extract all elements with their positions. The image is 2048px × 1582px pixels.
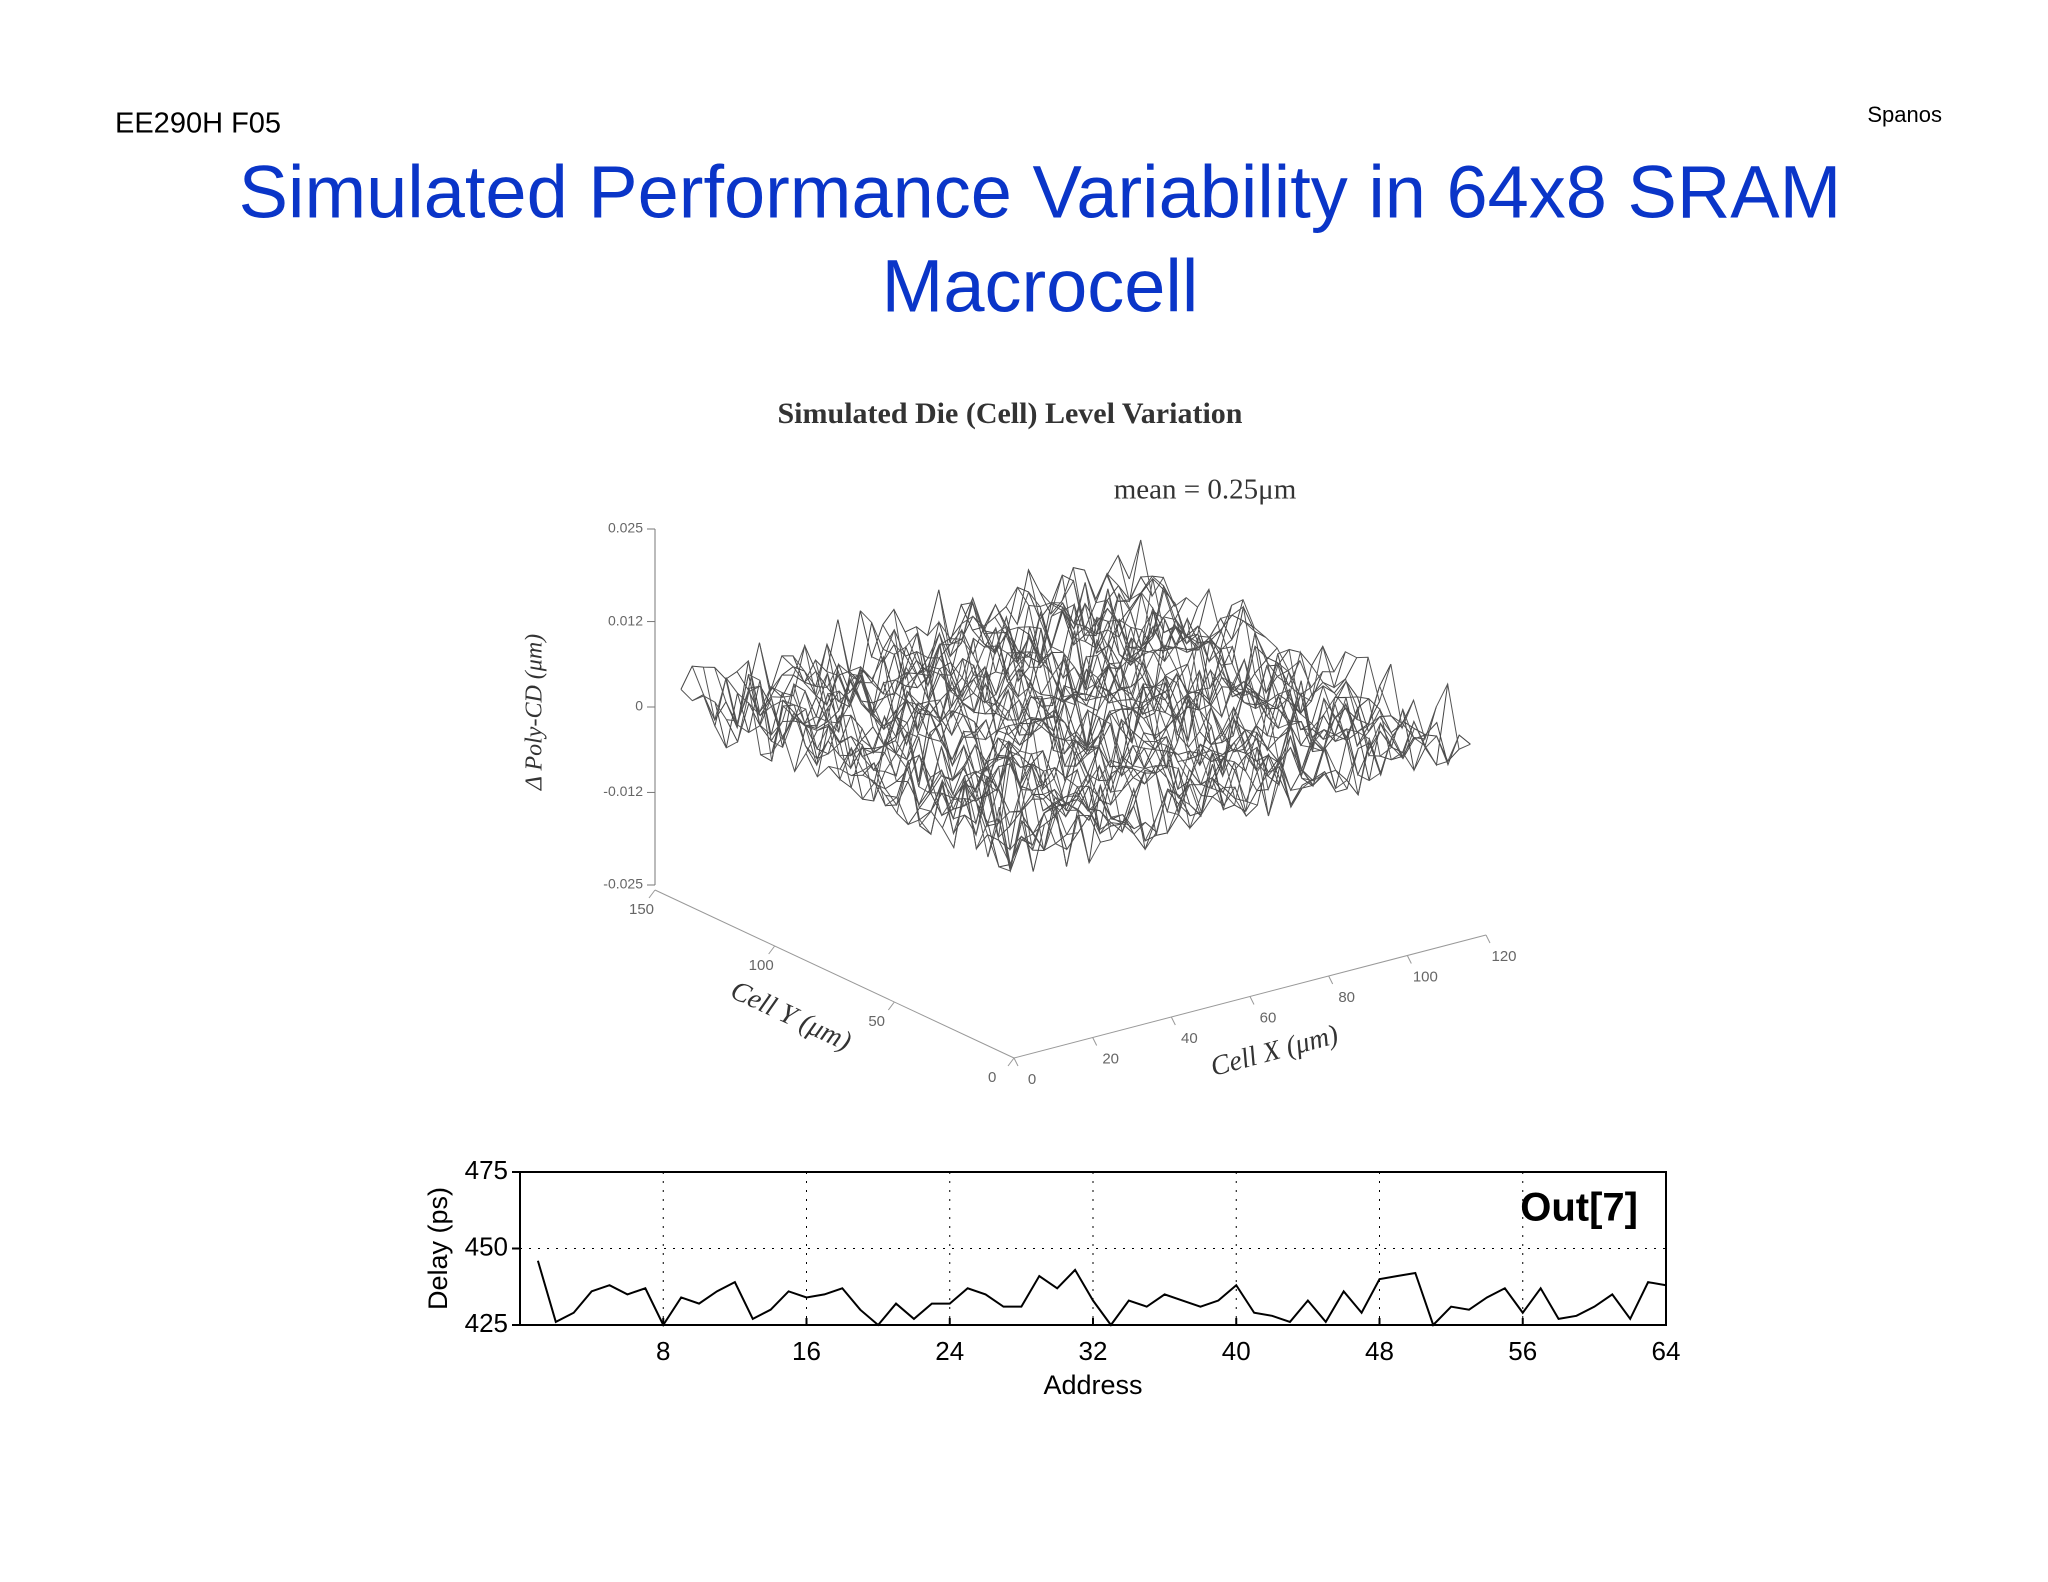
y-tick-label: 475 [465, 1155, 508, 1185]
surface-plot [680, 539, 1471, 873]
z-axis-label: Δ Poly-CD (μm) [522, 634, 548, 791]
mesh-line [758, 642, 1101, 865]
slide-title: Macrocell [882, 245, 1199, 328]
mesh-line [1128, 539, 1471, 750]
x-tick-label: 80 [1338, 989, 1355, 1006]
mesh-line [882, 624, 1225, 816]
x-tick [1170, 1016, 1176, 1026]
author: Spanos [1867, 102, 1942, 127]
y-tick [648, 889, 656, 899]
mesh-line [837, 619, 1180, 836]
mesh-line [961, 602, 1303, 809]
mesh-line [702, 667, 1045, 872]
mesh-line [848, 665, 1191, 835]
y-tick-label: 150 [629, 901, 654, 918]
z-tick-label: 0.025 [608, 520, 643, 536]
x-tick [1485, 934, 1491, 944]
mesh-line [747, 686, 1090, 867]
x-tick [1328, 975, 1334, 985]
mesh-line [680, 688, 1023, 867]
mesh-line [972, 629, 1314, 791]
y-tick-label: 100 [749, 957, 774, 974]
mesh-line [1106, 575, 1449, 765]
y-tick [1007, 1057, 1015, 1067]
mesh-line [893, 609, 1235, 818]
course: EE290H F05 [115, 108, 281, 140]
x-axis-label: Cell X (μm) [1207, 1019, 1341, 1083]
x-tick-label: 100 [1413, 968, 1438, 985]
y-tick-label: 0 [988, 1069, 996, 1086]
x-tick [1406, 955, 1412, 964]
mesh-line [1061, 579, 1404, 752]
x-tick [1092, 1037, 1098, 1046]
y-tick-label: 425 [465, 1308, 508, 1338]
y-axis [654, 889, 1015, 1059]
x-tick [1249, 996, 1255, 1005]
y-tick-label: 50 [868, 1013, 885, 1030]
z-tick-label: -0.025 [603, 876, 643, 892]
x-tick-label: 120 [1491, 948, 1516, 965]
mesh-line [983, 611, 1326, 787]
mesh-line [1027, 569, 1370, 795]
mesh-line [1016, 591, 1359, 790]
x-tick-label: 60 [1260, 1009, 1277, 1026]
mesh-line [1117, 555, 1460, 766]
z-tick-label: -0.012 [603, 783, 643, 799]
x-axis-label: Address [1043, 1370, 1142, 1400]
x-tick-label: 64 [1652, 1336, 1681, 1366]
y-axis-label: Cell Y (μm) [726, 975, 856, 1058]
figure-title: Simulated Die (Cell) Level Variation [778, 397, 1243, 430]
mesh-line [1072, 567, 1415, 760]
x-tick-label: 40 [1222, 1336, 1251, 1366]
mesh-line [714, 667, 1057, 866]
x-tick-label: 48 [1365, 1336, 1394, 1366]
figure-annotation: mean = 0.25μm [1114, 474, 1297, 506]
mesh-line [826, 667, 1169, 843]
x-tick-label: 24 [935, 1336, 964, 1366]
annotation: Out[7] [1520, 1186, 1638, 1230]
mesh-line [1084, 569, 1426, 758]
mesh-line [792, 655, 1135, 835]
mesh-line [725, 673, 1068, 851]
mesh-line [871, 629, 1214, 831]
mesh-line [770, 643, 1113, 840]
x-tick-label: 20 [1102, 1050, 1119, 1067]
x-tick-label: 16 [792, 1336, 821, 1366]
y-axis-label: Delay (ps) [423, 1187, 453, 1310]
z-tick-label: 0 [635, 698, 643, 714]
mesh-line [904, 631, 1247, 817]
slide-title: Simulated Performance Variability in 64x… [239, 151, 1842, 234]
mesh-line [915, 626, 1258, 812]
mesh-line [938, 589, 1281, 817]
x-tick-label: 40 [1181, 1030, 1198, 1047]
x-tick-label: 8 [656, 1336, 670, 1366]
mesh-line [803, 644, 1146, 835]
mesh-line [927, 621, 1270, 807]
y-tick [887, 1001, 895, 1011]
y-tick [768, 945, 776, 955]
x-tick-label: 32 [1079, 1336, 1108, 1366]
mesh-line [949, 596, 1292, 805]
x-tick [1013, 1057, 1019, 1067]
z-tick-label: 0.012 [608, 612, 643, 628]
y-tick-label: 450 [465, 1231, 508, 1261]
mesh-line [736, 659, 1079, 851]
data-line [536, 1260, 1667, 1328]
mesh-line [1095, 572, 1438, 772]
mesh-line [859, 610, 1202, 816]
x-tick-label: 0 [1028, 1071, 1036, 1088]
x-tick-label: 56 [1508, 1336, 1537, 1366]
mesh-line [1050, 574, 1393, 782]
